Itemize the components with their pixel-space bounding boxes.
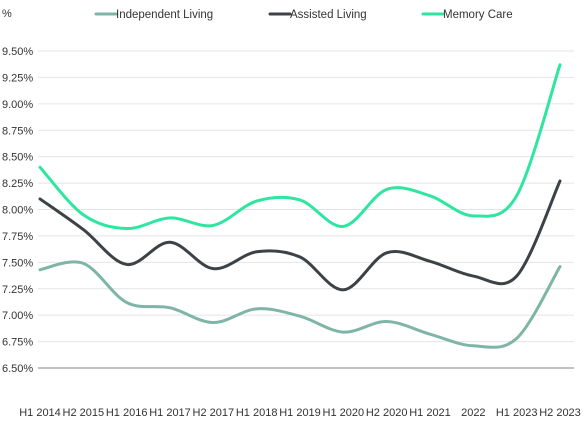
y-tick-label: 9.25%: [2, 72, 33, 84]
y-tick-label: 6.75%: [2, 337, 33, 349]
series-line-memory-care: [38, 63, 562, 231]
x-tick-label: H2 2023: [539, 407, 581, 419]
y-tick-label: 8.75%: [2, 125, 33, 137]
x-tick-label: H1 2016: [106, 407, 148, 419]
grid: [38, 50, 574, 369]
y-tick-label: 8.25%: [2, 178, 33, 190]
y-axis-tick-labels: 6.50% 6.75% 7.00% 7.25% 7.50% 7.75% 8.00% 8.25%…: [2, 46, 33, 375]
series-lines: [38, 63, 562, 349]
x-tick-label: H1 2020: [323, 407, 365, 419]
y-tick-label: 8.00%: [2, 205, 33, 217]
y-tick-label: 7.75%: [2, 231, 33, 243]
x-tick-label: H1 2017: [149, 407, 191, 419]
y-tick-label: 9.00%: [2, 99, 33, 111]
x-tick-label: H1 2014: [19, 407, 61, 419]
x-tick-label: H1 2019: [279, 407, 321, 419]
y-tick-label: 7.25%: [2, 284, 33, 296]
legend-label-assisted-living: Assisted Living: [290, 9, 367, 21]
x-tick-label: 2022: [461, 407, 485, 419]
series-line-independent-living: [38, 260, 562, 349]
x-axis-tick-labels: H1 2014 H2 2015 H1 2016 H1 2017 H2 2017 H1 20…: [19, 407, 581, 419]
x-tick-label: H1 2023: [496, 407, 538, 419]
y-tick-label: 7.00%: [2, 310, 33, 322]
x-tick-label: H2 2015: [63, 407, 105, 419]
x-tick-label: H2 2017: [193, 407, 235, 419]
y-tick-label: 9.50%: [2, 46, 33, 58]
legend-label-independent-living: Independent Living: [116, 9, 213, 21]
x-tick-label: H1 2021: [409, 407, 451, 419]
x-tick-label: H1 2018: [236, 407, 278, 419]
y-tick-label: 8.50%: [2, 152, 33, 164]
series-line-assisted-living: [38, 179, 562, 292]
y-unit-label: %: [2, 8, 12, 20]
legend: Independent Living Assisted Living Memory …: [94, 9, 513, 21]
legend-label-memory-care: Memory Care: [443, 9, 513, 21]
x-tick-label: H2 2020: [366, 407, 408, 419]
y-tick-label: 7.50%: [2, 257, 33, 269]
y-tick-label: 6.50%: [2, 363, 33, 375]
